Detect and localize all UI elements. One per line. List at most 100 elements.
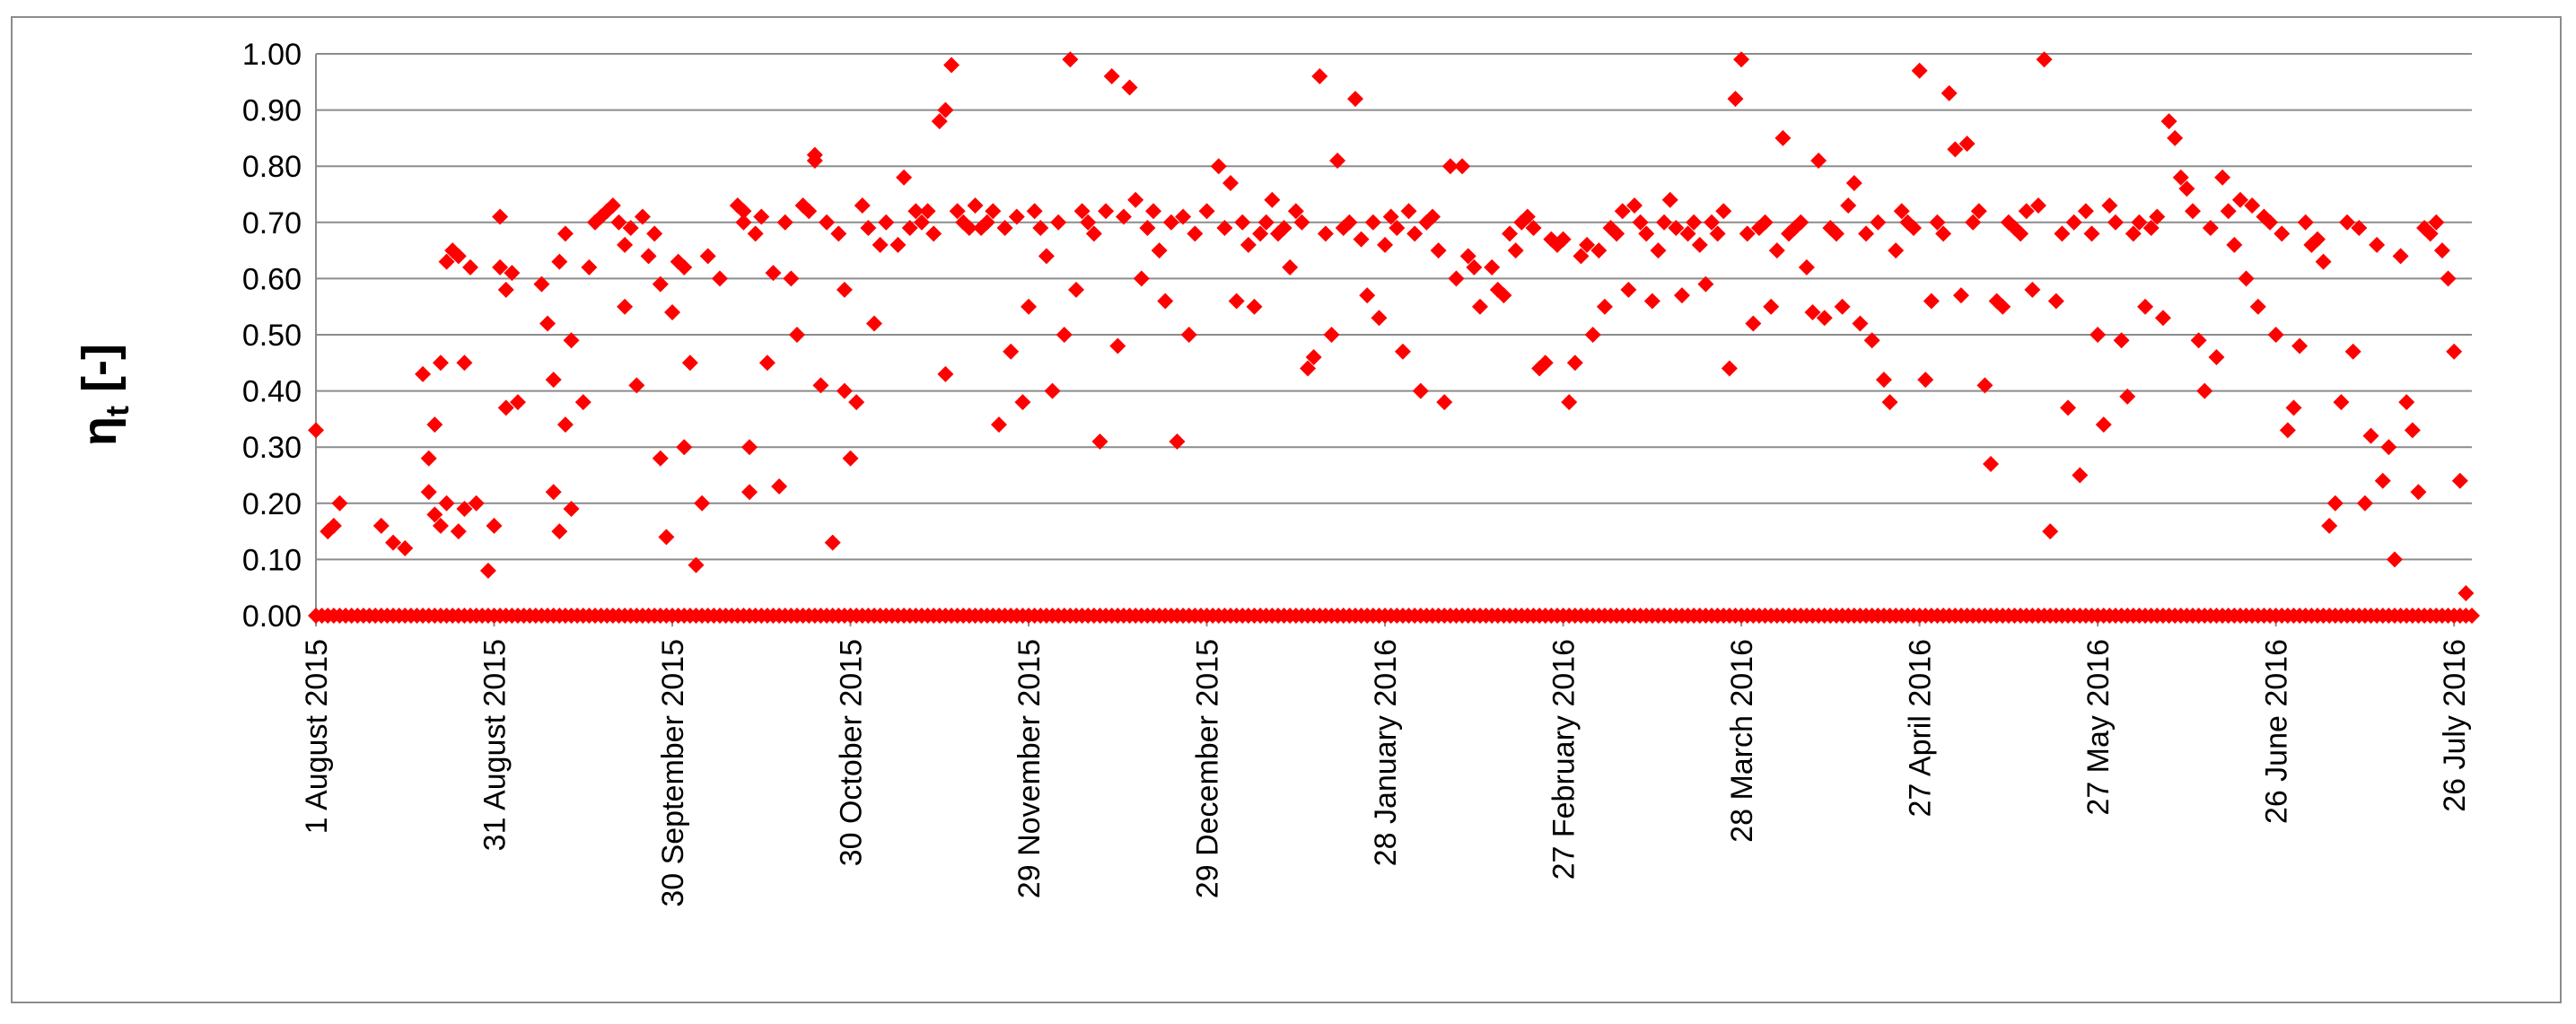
data-point xyxy=(497,399,514,416)
data-point xyxy=(432,354,449,372)
data-point xyxy=(2142,220,2160,237)
gridlines xyxy=(316,53,2472,617)
data-point xyxy=(462,258,479,276)
data-point xyxy=(943,57,960,74)
data-point xyxy=(2090,327,2107,343)
data-point xyxy=(1816,310,1833,327)
data-point xyxy=(551,523,568,540)
data-point xyxy=(1311,68,1328,85)
data-point xyxy=(2202,220,2219,237)
data-point xyxy=(1032,220,1049,237)
data-point xyxy=(1240,236,1257,253)
data-point xyxy=(1275,220,1292,237)
data-point xyxy=(1888,242,1905,259)
data-point xyxy=(1976,377,1993,394)
data-point xyxy=(2065,214,2082,231)
data-point xyxy=(634,208,651,225)
data-point xyxy=(985,203,1002,220)
data-point xyxy=(533,276,550,293)
data-point xyxy=(854,197,871,214)
data-point xyxy=(676,439,693,456)
data-point xyxy=(438,253,455,270)
data-point xyxy=(1216,220,1233,237)
data-point xyxy=(2214,169,2231,186)
data-point xyxy=(617,298,634,315)
data-point xyxy=(2137,298,2154,315)
data-point xyxy=(1073,203,1091,220)
data-point xyxy=(492,258,509,276)
data-point xyxy=(1929,214,1946,231)
data-point xyxy=(450,523,467,540)
data-point xyxy=(1454,158,1471,175)
data-point xyxy=(1145,203,1162,220)
data-point xyxy=(1471,298,1488,315)
data-point xyxy=(1323,327,1340,343)
data-point xyxy=(2458,584,2475,601)
data-point xyxy=(2083,225,2100,242)
data-point xyxy=(2208,349,2225,366)
data-point xyxy=(1021,298,1038,315)
data-point xyxy=(2160,113,2177,130)
data-point xyxy=(1341,214,1358,231)
data-point xyxy=(1329,152,1346,169)
chart-frame: 0.00 0.10 0.20 0.30 0.40 0.50 0.60 0.70 0.80 0.90… xyxy=(11,16,2562,1003)
data-point xyxy=(806,152,823,169)
data-point xyxy=(949,203,966,220)
data-point xyxy=(563,332,580,349)
data-point xyxy=(896,169,913,186)
data-point xyxy=(771,478,788,495)
data-point xyxy=(456,501,473,518)
data-point xyxy=(2167,129,2184,146)
data-point xyxy=(2297,214,2314,231)
y-tick-label: 0.30 xyxy=(242,431,302,465)
data-point xyxy=(1139,220,1156,237)
data-point xyxy=(2054,225,2071,242)
data-point xyxy=(836,382,853,399)
data-point xyxy=(1923,293,1940,310)
data-point xyxy=(2042,523,2059,540)
y-tick-label: 0.90 xyxy=(242,94,302,128)
data-point xyxy=(1668,220,1685,237)
data-point xyxy=(1359,287,1376,304)
data-point xyxy=(2018,203,2035,220)
data-point xyxy=(694,494,711,512)
data-point xyxy=(325,517,342,534)
data-point xyxy=(747,225,764,242)
x-tick-label: 1 August 2015 xyxy=(300,639,334,834)
data-point xyxy=(2107,214,2124,231)
x-tick-label: 26 July 2016 xyxy=(2438,639,2472,812)
data-point xyxy=(1394,343,1411,360)
data-point xyxy=(1502,225,1519,242)
data-point xyxy=(824,534,841,551)
data-point xyxy=(978,214,995,231)
data-point xyxy=(2238,270,2255,287)
data-point xyxy=(1804,303,1821,320)
data-point xyxy=(1287,203,1304,220)
data-point xyxy=(397,539,414,556)
data-point xyxy=(783,270,800,287)
data-point xyxy=(836,281,853,298)
data-point xyxy=(1573,248,1590,265)
data-point xyxy=(2113,332,2130,349)
x-tick-label: 29 December 2015 xyxy=(1191,639,1225,898)
data-point xyxy=(2321,517,2338,534)
data-point xyxy=(1911,62,1928,79)
data-point xyxy=(372,517,390,534)
data-point xyxy=(658,529,675,546)
data-point xyxy=(1840,197,1857,214)
data-point xyxy=(2149,208,2166,225)
data-point xyxy=(1305,349,1322,366)
data-point xyxy=(1656,214,1673,231)
data-point xyxy=(2374,472,2391,489)
data-point xyxy=(1300,360,1317,377)
y-tick-label: 0.60 xyxy=(242,262,302,296)
data-point xyxy=(1561,394,1578,411)
data-point xyxy=(438,494,455,512)
data-point xyxy=(1983,455,2000,472)
data-point xyxy=(1958,136,1976,153)
data-point xyxy=(486,517,503,534)
data-point xyxy=(819,214,836,231)
data-point xyxy=(432,517,449,534)
data-point xyxy=(450,248,467,265)
data-point xyxy=(1495,287,1512,304)
